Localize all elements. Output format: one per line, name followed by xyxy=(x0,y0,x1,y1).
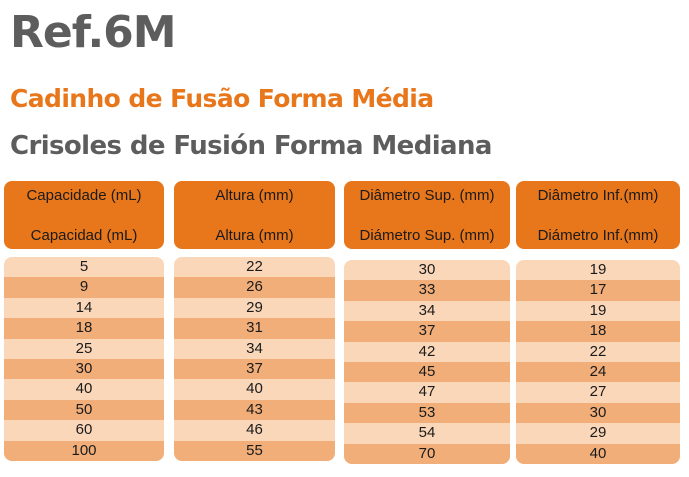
reference-code: Ref.6M xyxy=(10,7,177,58)
table-cell: 43 xyxy=(174,399,335,421)
table-cell: 40 xyxy=(4,379,164,400)
table-cell: 30 xyxy=(4,358,164,380)
table-cell: 19 xyxy=(516,260,680,281)
column-header-height: Altura (mm) Altura (mm) xyxy=(174,181,335,249)
table-cell: 18 xyxy=(516,321,680,342)
column-header-label-pt: Diâmetro Inf.(mm) xyxy=(537,187,659,204)
table-cell: 9 xyxy=(4,277,164,298)
table-cell: 40 xyxy=(174,379,335,400)
column-header-bottom-diameter: Diâmetro Inf.(mm) Diámetro Inf.(mm) xyxy=(516,181,680,249)
table-cell: 18 xyxy=(4,318,164,339)
table-cell: 30 xyxy=(516,402,680,424)
table-cell: 70 xyxy=(344,443,510,464)
column-header-label-pt: Diâmetro Sup. (mm) xyxy=(359,187,495,204)
table-cell: 46 xyxy=(174,420,335,441)
table-cell: 50 xyxy=(4,399,164,421)
column-bottom-diameter-values: 19 17 19 18 22 24 27 30 29 40 xyxy=(516,260,680,464)
column-header-label-es: Diámetro Inf.(mm) xyxy=(537,227,659,244)
table-cell: 100 xyxy=(4,440,164,461)
table-cell: 26 xyxy=(174,277,335,298)
column-header-top-diameter: Diâmetro Sup. (mm) Diámetro Sup. (mm) xyxy=(344,181,510,249)
column-header-label-es: Diámetro Sup. (mm) xyxy=(359,227,495,244)
product-title-portuguese: Cadinho de Fusão Forma Média xyxy=(10,84,434,113)
table-cell: 31 xyxy=(174,318,335,339)
table-cell: 53 xyxy=(344,402,510,424)
table-cell: 27 xyxy=(516,382,680,403)
table-cell: 5 xyxy=(4,257,164,278)
product-title-spanish: Crisoles de Fusión Forma Mediana xyxy=(10,131,492,161)
column-height-values: 22 26 29 31 34 37 40 43 46 55 xyxy=(174,257,335,461)
column-header-label-pt: Altura (mm) xyxy=(215,187,294,204)
table-cell: 29 xyxy=(516,423,680,444)
table-cell: 14 xyxy=(4,297,164,319)
column-capacity-values: 5 9 14 18 25 30 40 50 60 100 xyxy=(4,257,164,461)
column-top-diameter-values: 30 33 34 37 42 45 47 53 54 70 xyxy=(344,260,510,464)
column-header-label-es: Altura (mm) xyxy=(215,227,294,244)
table-cell: 34 xyxy=(174,338,335,359)
column-header-capacity: Capacidade (mL) Capacidad (mL) xyxy=(4,181,164,249)
table-cell: 24 xyxy=(516,361,680,383)
table-cell: 42 xyxy=(344,341,510,362)
table-cell: 45 xyxy=(344,361,510,383)
table-cell: 17 xyxy=(516,280,680,301)
table-cell: 30 xyxy=(344,260,510,281)
table-cell: 37 xyxy=(174,358,335,380)
table-cell: 34 xyxy=(344,300,510,322)
column-header-label-es: Capacidad (mL) xyxy=(30,227,138,244)
table-cell: 29 xyxy=(174,297,335,319)
table-cell: 25 xyxy=(4,338,164,359)
table-cell: 40 xyxy=(516,443,680,464)
column-header-label-pt: Capacidade (mL) xyxy=(26,187,142,204)
table-cell: 55 xyxy=(174,440,335,461)
table-cell: 22 xyxy=(516,341,680,362)
table-cell: 47 xyxy=(344,382,510,403)
table-cell: 37 xyxy=(344,321,510,342)
table-cell: 33 xyxy=(344,280,510,301)
table-cell: 54 xyxy=(344,423,510,444)
table-cell: 19 xyxy=(516,300,680,322)
table-cell: 22 xyxy=(174,257,335,278)
table-cell: 60 xyxy=(4,420,164,441)
